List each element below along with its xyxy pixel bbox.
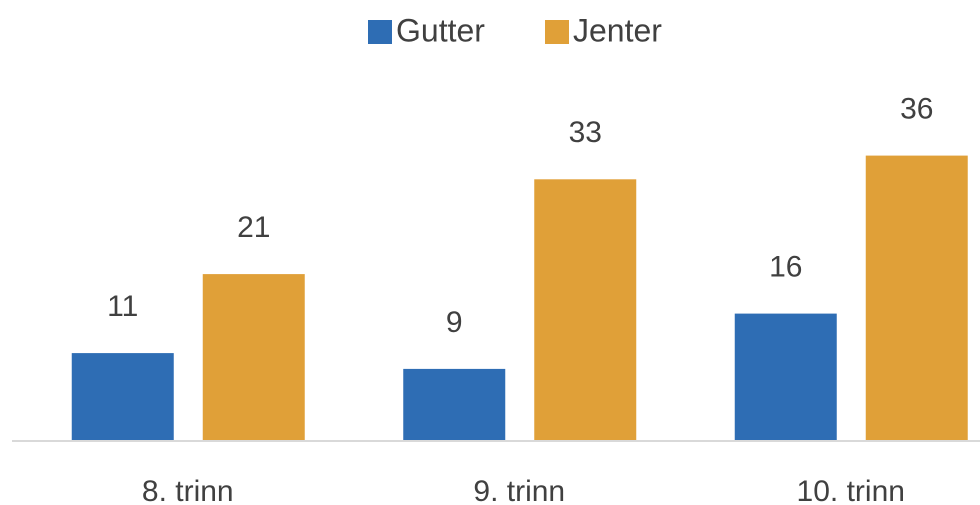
x-tick-label: 8. trinn <box>142 475 234 505</box>
legend-label: Jenter <box>573 12 662 48</box>
data-label: 9 <box>446 306 463 339</box>
x-tick-label: 10. trinn <box>797 475 905 505</box>
data-label: 21 <box>237 211 270 244</box>
bar <box>734 313 837 440</box>
data-label: 33 <box>569 116 602 149</box>
bar <box>403 368 506 440</box>
bar <box>865 155 968 440</box>
bar <box>71 353 174 440</box>
data-label: 36 <box>900 93 933 126</box>
legend-label: Gutter <box>396 12 485 48</box>
legend-swatch <box>368 20 392 44</box>
data-label: 16 <box>769 251 802 284</box>
bar <box>202 274 305 440</box>
x-tick-label: 9. trinn <box>473 475 565 505</box>
legend-swatch <box>545 20 569 44</box>
data-label: 11 <box>107 290 138 323</box>
bar <box>534 179 637 441</box>
